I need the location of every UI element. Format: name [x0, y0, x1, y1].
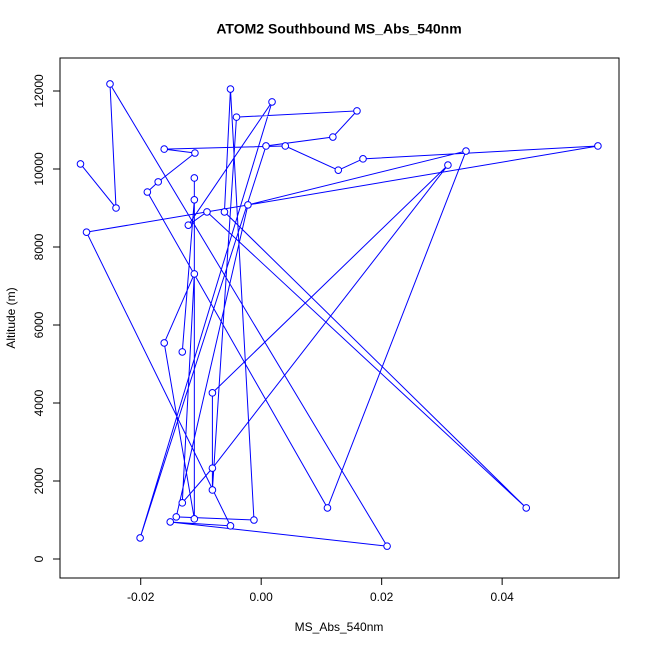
data-point — [160, 339, 169, 347]
data-point — [160, 145, 169, 153]
data-point — [154, 178, 162, 186]
data-point — [594, 142, 602, 150]
data-point — [190, 515, 199, 523]
y-tick-label: 2000 — [32, 467, 46, 494]
data-point — [191, 149, 199, 157]
data-point — [353, 107, 361, 115]
data-point — [178, 348, 187, 356]
data-point — [383, 542, 391, 550]
data-point — [136, 534, 144, 542]
data-point — [208, 464, 217, 472]
data-point — [82, 228, 91, 236]
y-axis-label: Altitude (m) — [4, 287, 18, 348]
data-point — [522, 504, 531, 512]
data-point — [190, 270, 199, 278]
data-point — [226, 522, 235, 530]
x-tick-label: -0.02 — [127, 590, 155, 604]
data-point — [281, 142, 290, 150]
data-point — [232, 113, 241, 121]
x-tick-label: 0.04 — [490, 590, 514, 604]
data-point — [184, 221, 193, 229]
data-point — [106, 80, 114, 88]
x-tick-label: 0.02 — [370, 590, 394, 604]
data-point — [143, 188, 152, 196]
y-tick-label: 0 — [32, 555, 46, 562]
chart-title: ATOM2 Southbound MS_Abs_540nm — [216, 21, 461, 37]
y-tick-label: 8000 — [32, 233, 46, 260]
data-point — [76, 160, 85, 168]
data-point — [220, 208, 229, 216]
data-point — [444, 161, 452, 169]
data-point — [112, 204, 120, 212]
x-tick-label: 0.00 — [250, 590, 274, 604]
data-point — [250, 516, 258, 524]
plot-frame — [59, 57, 620, 579]
data-point — [190, 196, 199, 204]
data-point — [334, 166, 343, 174]
data-point — [166, 518, 175, 526]
y-tick-label: 10000 — [32, 152, 46, 186]
data-point — [203, 208, 211, 216]
data-point — [172, 513, 181, 521]
data-point — [178, 499, 187, 507]
data-point — [462, 147, 470, 155]
y-tick-label: 12000 — [32, 74, 46, 108]
data-point — [329, 133, 337, 141]
data-point — [208, 389, 217, 397]
x-axis-label: MS_Abs_540nm — [295, 620, 384, 634]
data-point — [244, 201, 252, 209]
data-point — [190, 174, 199, 182]
data-point — [262, 142, 270, 150]
data-point — [226, 85, 235, 93]
y-tick-label: 4000 — [32, 389, 46, 416]
data-point — [268, 98, 276, 106]
data-line — [80, 83, 599, 547]
data-point — [208, 486, 217, 494]
data-point — [323, 504, 332, 512]
y-tick-label: 6000 — [32, 311, 46, 338]
data-point — [359, 155, 367, 163]
